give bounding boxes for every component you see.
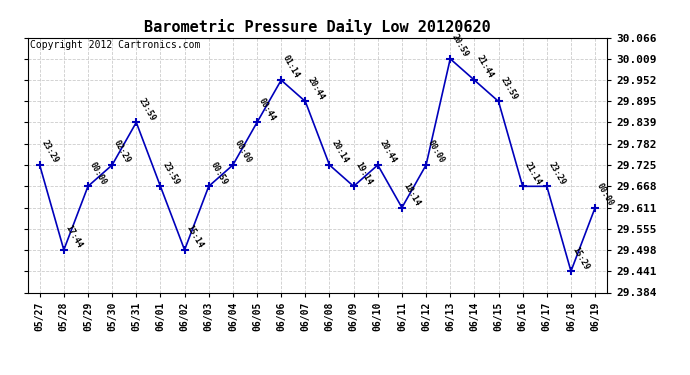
Text: 18:14: 18:14 bbox=[402, 182, 422, 208]
Text: 21:44: 21:44 bbox=[475, 54, 495, 80]
Text: 23:59: 23:59 bbox=[136, 96, 157, 122]
Text: 19:14: 19:14 bbox=[353, 160, 374, 186]
Text: 00:00: 00:00 bbox=[88, 160, 108, 186]
Text: 15:14: 15:14 bbox=[184, 224, 205, 250]
Text: 02:29: 02:29 bbox=[112, 139, 132, 165]
Text: 23:59: 23:59 bbox=[160, 160, 181, 186]
Text: 17:44: 17:44 bbox=[63, 224, 84, 250]
Text: 01:14: 01:14 bbox=[282, 54, 302, 80]
Text: 23:29: 23:29 bbox=[546, 160, 567, 186]
Text: 00:00: 00:00 bbox=[595, 182, 615, 208]
Text: 20:59: 20:59 bbox=[450, 33, 471, 59]
Text: 00:00: 00:00 bbox=[426, 139, 446, 165]
Title: Barometric Pressure Daily Low 20120620: Barometric Pressure Daily Low 20120620 bbox=[144, 19, 491, 35]
Text: 20:44: 20:44 bbox=[305, 75, 326, 101]
Text: 23:29: 23:29 bbox=[39, 139, 60, 165]
Text: 00:00: 00:00 bbox=[233, 139, 253, 165]
Text: 21:14: 21:14 bbox=[523, 160, 543, 186]
Text: 00:44: 00:44 bbox=[257, 96, 277, 122]
Text: 20:14: 20:14 bbox=[330, 139, 350, 165]
Text: 15:29: 15:29 bbox=[571, 245, 591, 271]
Text: 00:59: 00:59 bbox=[208, 160, 229, 186]
Text: Copyright 2012 Cartronics.com: Copyright 2012 Cartronics.com bbox=[30, 40, 201, 50]
Text: 23:59: 23:59 bbox=[498, 75, 519, 101]
Text: 20:44: 20:44 bbox=[378, 139, 398, 165]
